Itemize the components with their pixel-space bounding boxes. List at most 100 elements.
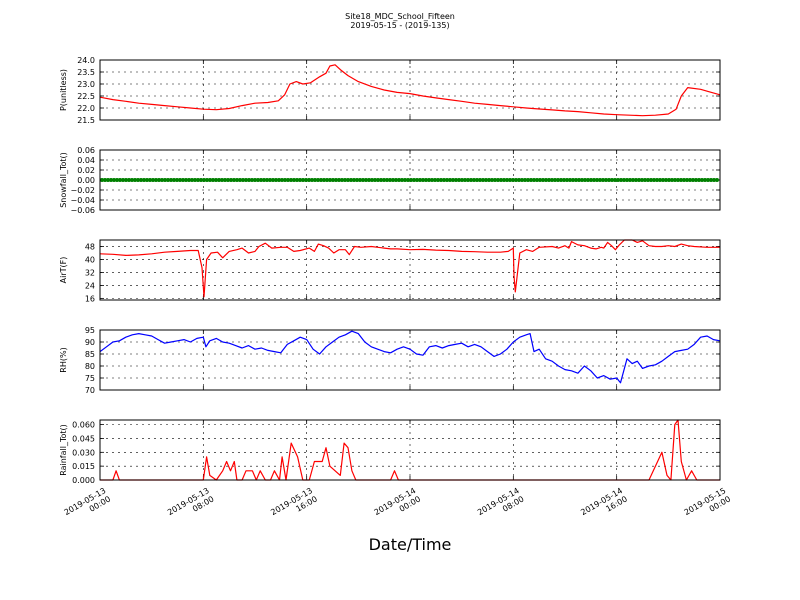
series-point (511, 178, 515, 182)
series-point (385, 178, 389, 182)
series-point (661, 178, 665, 182)
series-point (409, 178, 413, 182)
series-point (277, 178, 281, 182)
y-tick-label: 22.0 (77, 104, 95, 113)
series-point (334, 178, 338, 182)
x-axis-label: Date/Time (369, 535, 452, 554)
y-tick-label: 21.5 (77, 116, 95, 125)
panel-5: 0.000 0.015 0.030 0.045 0.060 Rainfall_Tot() (59, 419, 721, 485)
series-point (316, 178, 320, 182)
series-point (382, 178, 386, 182)
series-point (505, 178, 509, 182)
series-point (391, 178, 395, 182)
series-point (103, 178, 107, 182)
y-tick-label: 0.030 (72, 448, 95, 457)
series-point (157, 178, 161, 182)
chart-subtitle: 2019-05-15 - (2019-135) (350, 21, 449, 30)
series-point (202, 178, 206, 182)
y-tick-label: 32 (85, 268, 95, 277)
series-point (526, 178, 530, 182)
series-point (238, 178, 242, 182)
series-point (145, 178, 149, 182)
series-point (418, 178, 422, 182)
series-point (274, 178, 278, 182)
series-point (658, 178, 662, 182)
series-point (217, 178, 221, 182)
series-point (553, 178, 557, 182)
series-point (487, 178, 491, 182)
series-point (433, 178, 437, 182)
series-point (583, 178, 587, 182)
y-tick-label: 40 (85, 255, 95, 264)
series-point (715, 178, 719, 182)
series-point (358, 178, 362, 182)
x-tick-label: 2019-05-1316:00 (269, 486, 319, 525)
y-tick-label: 80 (85, 362, 95, 371)
series-point (568, 178, 572, 182)
panel-frame (99, 239, 721, 301)
series-point (598, 178, 602, 182)
series-point (235, 178, 239, 182)
series-point (160, 178, 164, 182)
series-point (226, 178, 230, 182)
series-point (127, 178, 131, 182)
y-tick-label: 90 (85, 338, 95, 347)
series-point (610, 178, 614, 182)
series-point (640, 178, 644, 182)
series-point (484, 178, 488, 182)
series-point (346, 178, 350, 182)
series-point (256, 178, 260, 182)
series-point (523, 178, 527, 182)
series-point (361, 178, 365, 182)
series-point (577, 178, 581, 182)
panel-frame (99, 59, 721, 121)
series-point (397, 178, 401, 182)
series-point (451, 178, 455, 182)
series-point (490, 178, 494, 182)
series-point (592, 178, 596, 182)
y-tick-label: 95 (85, 326, 95, 335)
y-tick-label: −0.06 (70, 206, 95, 215)
y-axis-label: P(unitless) (59, 69, 68, 111)
series-point (232, 178, 236, 182)
y-tick-label: 23.0 (77, 80, 95, 89)
series-point (322, 178, 326, 182)
series-point (403, 178, 407, 182)
series-point (448, 178, 452, 182)
series-point (124, 178, 128, 182)
series-point (529, 178, 533, 182)
series-point (229, 178, 233, 182)
panel-frame (99, 419, 721, 481)
y-tick-label: 75 (85, 374, 95, 383)
series-point (646, 178, 650, 182)
series-point (613, 178, 617, 182)
series-point (148, 178, 152, 182)
series-point (457, 178, 461, 182)
series-point (130, 178, 134, 182)
series-point (214, 178, 218, 182)
series-point (244, 178, 248, 182)
x-tick-label: 2019-05-1408:00 (476, 486, 526, 525)
series-point (496, 178, 500, 182)
series-point (355, 178, 359, 182)
series-point (616, 178, 620, 182)
series-point (187, 178, 191, 182)
x-tick-label: 2019-05-1416:00 (579, 486, 629, 525)
series-point (502, 178, 506, 182)
series-point (574, 178, 578, 182)
series-point (655, 178, 659, 182)
series-point (280, 178, 284, 182)
chart-title: Site18_MDC_School_Fifteen (345, 12, 455, 21)
series-point (445, 178, 449, 182)
y-tick-label: 0.000 (72, 476, 95, 485)
series-point (154, 178, 158, 182)
series-point (685, 178, 689, 182)
series-point (691, 178, 695, 182)
series-point (313, 178, 317, 182)
series-point (625, 178, 629, 182)
series-point (541, 178, 545, 182)
series-point (676, 178, 680, 182)
series-point (388, 178, 392, 182)
series-point (649, 178, 653, 182)
